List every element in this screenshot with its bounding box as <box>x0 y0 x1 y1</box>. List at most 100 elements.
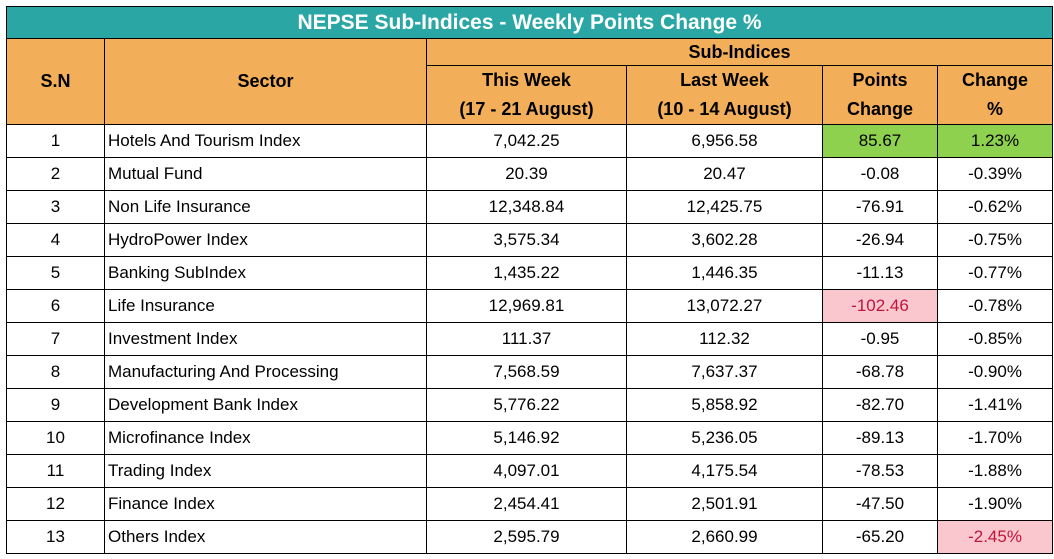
header-points-label: Points <box>852 70 908 90</box>
cell-this-week: 12,348.84 <box>426 190 627 224</box>
table-row: 5 Banking SubIndex 1,435.22 1,446.35 -11… <box>6 256 1054 290</box>
cell-change-percent: -0.75% <box>936 223 1054 257</box>
table-row: 6 Life Insurance 12,969.81 13,072.27 -10… <box>6 289 1054 323</box>
cell-points-change: -78.53 <box>822 454 938 488</box>
cell-change-percent: -0.77% <box>936 256 1054 290</box>
cell-sn: 13 <box>6 520 105 554</box>
cell-sn: 3 <box>6 190 105 224</box>
cell-last-week: 6,956.58 <box>626 124 823 158</box>
table-row: 9 Development Bank Index 5,776.22 5,858.… <box>6 388 1054 422</box>
cell-sn: 2 <box>6 157 105 191</box>
table-row: 3 Non Life Insurance 12,348.84 12,425.75… <box>6 190 1054 224</box>
cell-last-week: 5,858.92 <box>626 388 823 422</box>
cell-points-change: -0.08 <box>822 157 938 191</box>
cell-change-percent: -1.90% <box>936 487 1054 521</box>
cell-change-percent: -0.90% <box>936 355 1054 389</box>
sub-indices-sheet: NEPSE Sub-Indices - Weekly Points Change… <box>5 6 1054 554</box>
cell-this-week: 3,575.34 <box>426 223 627 257</box>
cell-last-week: 1,446.35 <box>626 256 823 290</box>
cell-points-change: -76.91 <box>822 190 938 224</box>
table-row: 7 Investment Index 111.37 112.32 -0.95 -… <box>6 322 1054 356</box>
cell-change-percent: -0.39% <box>936 157 1054 191</box>
cell-sn: 6 <box>6 289 105 323</box>
cell-points-change: -102.46 <box>822 289 938 323</box>
cell-sn: 5 <box>6 256 105 290</box>
cell-sn: 9 <box>6 388 105 422</box>
header-change-percent: Change % <box>936 65 1054 125</box>
cell-this-week: 7,042.25 <box>426 124 627 158</box>
cell-last-week: 2,660.99 <box>626 520 823 554</box>
cell-points-change: -26.94 <box>822 223 938 257</box>
table-row: 10 Microfinance Index 5,146.92 5,236.05 … <box>6 421 1054 455</box>
table-row: 11 Trading Index 4,097.01 4,175.54 -78.5… <box>6 454 1054 488</box>
cell-change-percent: -1.41% <box>936 388 1054 422</box>
header-sub-indices: Sub-Indices <box>425 38 1054 66</box>
cell-sector: Hotels And Tourism Index <box>104 124 427 158</box>
header-this-week-dates: (17 - 21 August) <box>459 99 594 119</box>
cell-sn: 4 <box>6 223 105 257</box>
cell-this-week: 20.39 <box>426 157 627 191</box>
cell-sector: Finance Index <box>104 487 427 521</box>
table-row: 13 Others Index 2,595.79 2,660.99 -65.20… <box>6 520 1054 554</box>
header-percent-label: % <box>987 99 1004 119</box>
cell-sector: Investment Index <box>104 322 427 356</box>
cell-change-percent: -2.45% <box>936 520 1054 554</box>
cell-sector: HydroPower Index <box>104 223 427 257</box>
cell-this-week: 4,097.01 <box>426 454 627 488</box>
cell-change-percent: -0.62% <box>936 190 1054 224</box>
cell-last-week: 13,072.27 <box>626 289 823 323</box>
header-points-change-label: Change <box>846 99 913 119</box>
cell-points-change: -0.95 <box>822 322 938 356</box>
cell-sector: Manufacturing And Processing <box>104 355 427 389</box>
cell-sector: Non Life Insurance <box>104 190 427 224</box>
cell-points-change: -89.13 <box>822 421 938 455</box>
cell-sn: 1 <box>6 124 105 158</box>
cell-change-percent: -1.88% <box>936 454 1054 488</box>
table-row: 4 HydroPower Index 3,575.34 3,602.28 -26… <box>6 223 1054 257</box>
cell-this-week: 2,595.79 <box>426 520 627 554</box>
header-this-week-label: This Week <box>482 70 571 90</box>
cell-this-week: 111.37 <box>426 322 627 356</box>
cell-sn: 11 <box>6 454 105 488</box>
cell-points-change: -68.78 <box>822 355 938 389</box>
cell-this-week: 5,146.92 <box>426 421 627 455</box>
cell-last-week: 12,425.75 <box>626 190 823 224</box>
table-row: 1 Hotels And Tourism Index 7,042.25 6,95… <box>6 124 1054 158</box>
cell-sn: 8 <box>6 355 105 389</box>
cell-this-week: 2,454.41 <box>426 487 627 521</box>
cell-sector: Trading Index <box>104 454 427 488</box>
cell-last-week: 7,637.37 <box>626 355 823 389</box>
cell-last-week: 5,236.05 <box>626 421 823 455</box>
cell-last-week: 2,501.91 <box>626 487 823 521</box>
cell-sector: Others Index <box>104 520 427 554</box>
cell-sn: 10 <box>6 421 105 455</box>
cell-sector: Mutual Fund <box>104 157 427 191</box>
cell-points-change: -47.50 <box>822 487 938 521</box>
cell-points-change: -11.13 <box>822 256 938 290</box>
table-row: 2 Mutual Fund 20.39 20.47 -0.08 -0.39% <box>6 157 1054 191</box>
header-this-week: This Week (17 - 21 August) <box>426 65 627 125</box>
cell-points-change: 85.67 <box>822 124 938 158</box>
cell-sector: Life Insurance <box>104 289 427 323</box>
cell-change-percent: -0.85% <box>936 322 1054 356</box>
cell-change-percent: -1.70% <box>936 421 1054 455</box>
table-row: 12 Finance Index 2,454.41 2,501.91 -47.5… <box>6 487 1054 521</box>
cell-this-week: 7,568.59 <box>426 355 627 389</box>
cell-sn: 7 <box>6 322 105 356</box>
header-last-week-dates: (10 - 14 August) <box>657 99 792 119</box>
table-row: 8 Manufacturing And Processing 7,568.59 … <box>6 355 1054 389</box>
cell-sector: Banking SubIndex <box>104 256 427 290</box>
cell-last-week: 3,602.28 <box>626 223 823 257</box>
header-change-label: Change <box>962 70 1029 90</box>
header-points-change: Points Change <box>822 65 938 125</box>
cell-points-change: -65.20 <box>822 520 938 554</box>
cell-this-week: 1,435.22 <box>426 256 627 290</box>
header-sector: Sector <box>104 38 427 125</box>
cell-sector: Microfinance Index <box>104 421 427 455</box>
cell-last-week: 112.32 <box>626 322 823 356</box>
cell-this-week: 5,776.22 <box>426 388 627 422</box>
cell-last-week: 4,175.54 <box>626 454 823 488</box>
cell-points-change: -82.70 <box>822 388 938 422</box>
cell-sn: 12 <box>6 487 105 521</box>
cell-change-percent: 1.23% <box>936 124 1054 158</box>
